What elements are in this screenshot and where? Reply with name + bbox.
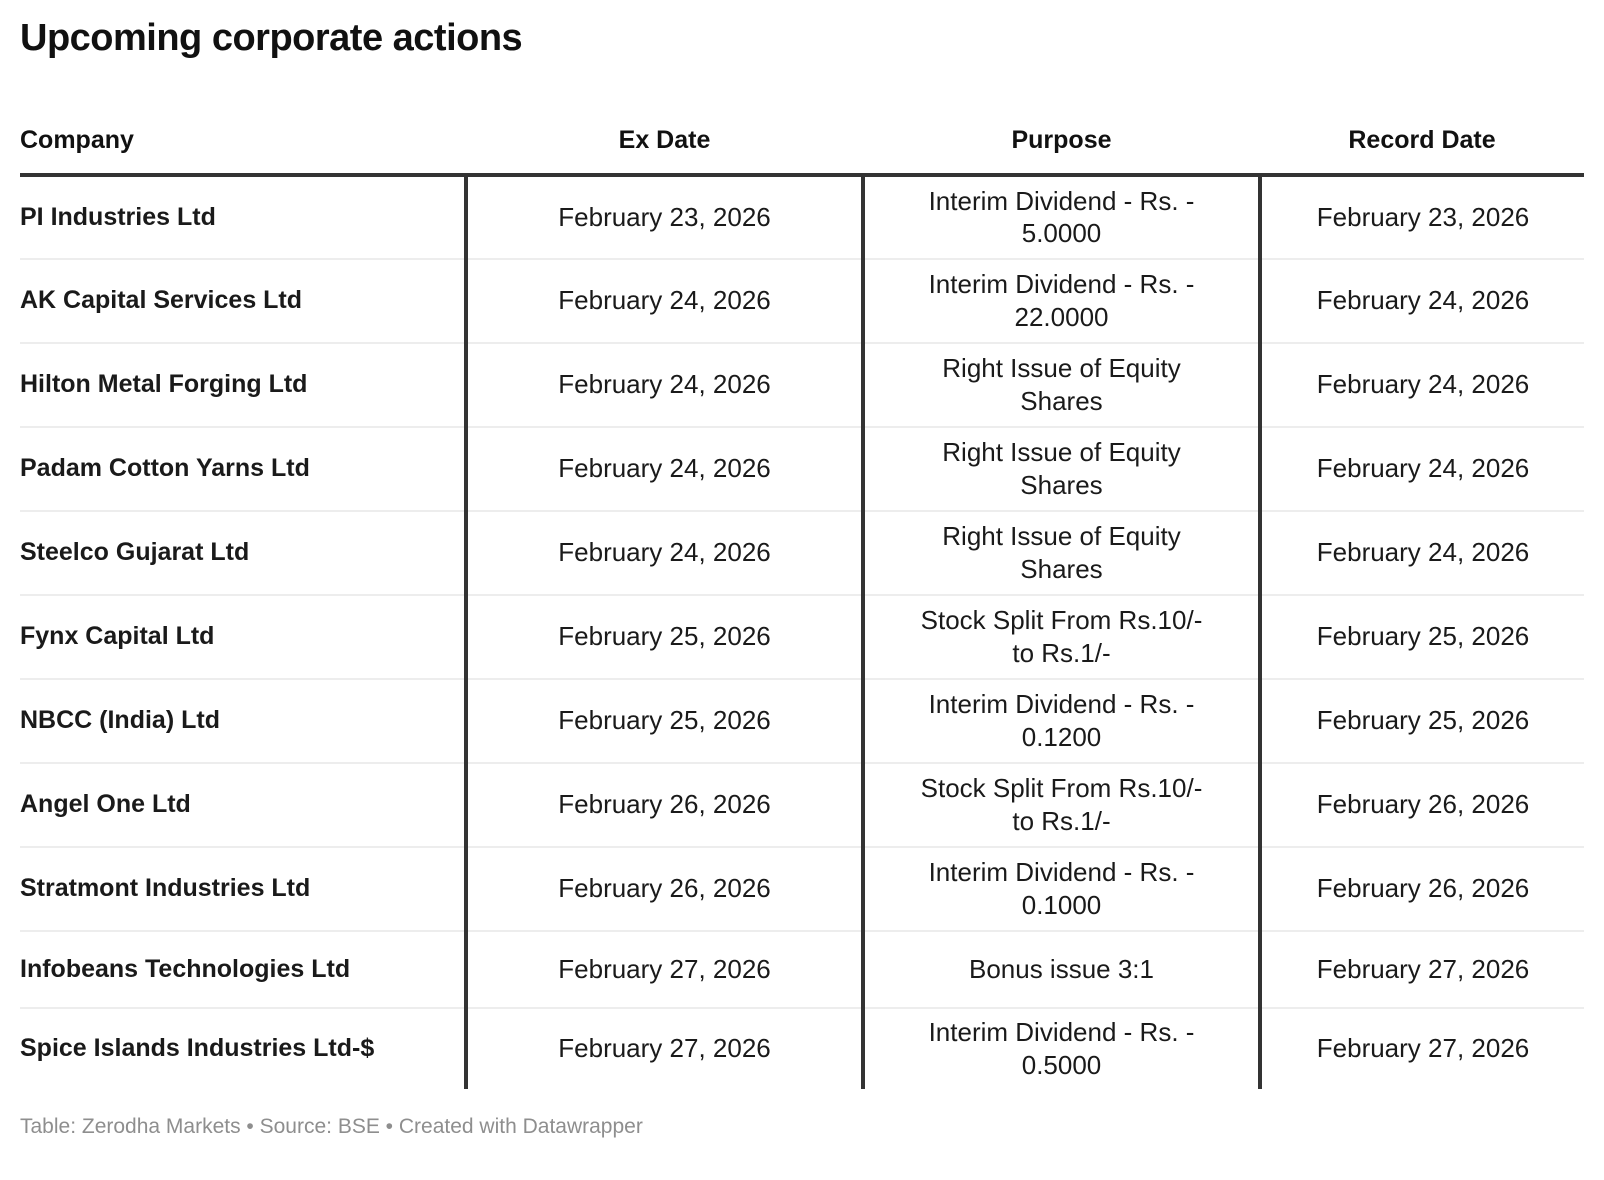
cell-ex-date: February 27, 2026 (464, 929, 863, 1008)
cell-ex-date: February 24, 2026 (464, 509, 863, 595)
column-header-company: Company (20, 115, 466, 177)
table-row: Steelco Gujarat Ltd February 24, 2026 Ri… (20, 509, 1584, 595)
table-row: Angel One Ltd February 26, 2026 Stock Sp… (20, 761, 1584, 847)
cell-ex-date: February 25, 2026 (464, 593, 863, 679)
cell-company: Spice Islands Industries Ltd-$ (20, 1006, 466, 1089)
cell-record-date: February 24, 2026 (1258, 257, 1584, 343)
table-header: Company Ex Date Purpose Record Date (20, 115, 1584, 177)
cell-company: Padam Cotton Yarns Ltd (20, 425, 466, 511)
cell-record-date: February 25, 2026 (1258, 677, 1584, 763)
cell-ex-date: February 26, 2026 (464, 761, 863, 847)
cell-purpose: Stock Split From Rs.10/- to Rs.1/- (861, 593, 1260, 679)
cell-company: Fynx Capital Ltd (20, 593, 466, 679)
cell-purpose: Interim Dividend - Rs. - 0.1000 (861, 845, 1260, 931)
header-row: Company Ex Date Purpose Record Date (20, 115, 1584, 177)
cell-ex-date: February 25, 2026 (464, 677, 863, 763)
table-row: Hilton Metal Forging Ltd February 24, 20… (20, 341, 1584, 427)
column-header-ex-date: Ex Date (466, 115, 863, 177)
cell-ex-date: February 24, 2026 (464, 341, 863, 427)
cell-record-date: February 24, 2026 (1258, 425, 1584, 511)
cell-purpose: Interim Dividend - Rs. - 5.0000 (861, 174, 1260, 259)
table-row: Spice Islands Industries Ltd-$ February … (20, 1006, 1584, 1089)
table-row: Fynx Capital Ltd February 25, 2026 Stock… (20, 593, 1584, 679)
cell-company: AK Capital Services Ltd (20, 257, 466, 343)
cell-record-date: February 24, 2026 (1258, 341, 1584, 427)
column-header-record-date: Record Date (1260, 115, 1584, 177)
cell-ex-date: February 24, 2026 (464, 257, 863, 343)
cell-record-date: February 23, 2026 (1258, 174, 1584, 259)
table-body: PI Industries Ltd February 23, 2026 Inte… (20, 174, 1584, 1089)
cell-record-date: February 27, 2026 (1258, 929, 1584, 1008)
cell-company: PI Industries Ltd (20, 202, 216, 231)
cell-ex-date: February 24, 2026 (464, 425, 863, 511)
table-row: AK Capital Services Ltd February 24, 202… (20, 257, 1584, 343)
table-row: Stratmont Industries Ltd February 26, 20… (20, 845, 1584, 931)
cell-purpose: Interim Dividend - Rs. - 0.5000 (861, 1006, 1260, 1089)
cell-company: Angel One Ltd (20, 761, 466, 847)
cell-ex-date: February 27, 2026 (464, 1006, 863, 1089)
cell-company: Infobeans Technologies Ltd (20, 929, 466, 1008)
cell-purpose: Stock Split From Rs.10/- to Rs.1/- (861, 761, 1260, 847)
cell-company: Steelco Gujarat Ltd (20, 509, 466, 595)
table-row: Padam Cotton Yarns Ltd February 24, 2026… (20, 425, 1584, 511)
cell-ex-date: February 26, 2026 (464, 845, 863, 931)
page-title: Upcoming corporate actions (20, 17, 523, 59)
cell-company: Hilton Metal Forging Ltd (20, 341, 466, 427)
cell-company: Stratmont Industries Ltd (20, 845, 466, 931)
cell-purpose: Interim Dividend - Rs. - 22.0000 (861, 257, 1260, 343)
attribution-footer: Table: Zerodha Markets • Source: BSE • C… (20, 1114, 643, 1138)
cell-record-date: February 24, 2026 (1258, 509, 1584, 595)
cell-company: NBCC (India) Ltd (20, 677, 466, 763)
cell-purpose: Right Issue of Equity Shares (861, 509, 1260, 595)
cell-ex-date: February 23, 2026 (464, 174, 863, 259)
cell-purpose: Bonus issue 3:1 (861, 929, 1260, 1008)
cell-purpose: Right Issue of Equity Shares (861, 341, 1260, 427)
table-row: PI Industries Ltd February 23, 2026 Inte… (20, 174, 1584, 259)
table-row: NBCC (India) Ltd February 25, 2026 Inter… (20, 677, 1584, 763)
cell-purpose: Interim Dividend - Rs. - 0.1200 (861, 677, 1260, 763)
table-row: Infobeans Technologies Ltd February 27, … (20, 929, 1584, 1008)
cell-purpose: Right Issue of Equity Shares (861, 425, 1260, 511)
cell-record-date: February 27, 2026 (1258, 1006, 1584, 1089)
cell-record-date: February 26, 2026 (1258, 761, 1584, 847)
column-header-purpose: Purpose (863, 115, 1260, 177)
cell-record-date: February 25, 2026 (1258, 593, 1584, 679)
corporate-actions-table: Company Ex Date Purpose Record Date PI I… (20, 115, 1584, 1089)
cell-record-date: February 26, 2026 (1258, 845, 1584, 931)
